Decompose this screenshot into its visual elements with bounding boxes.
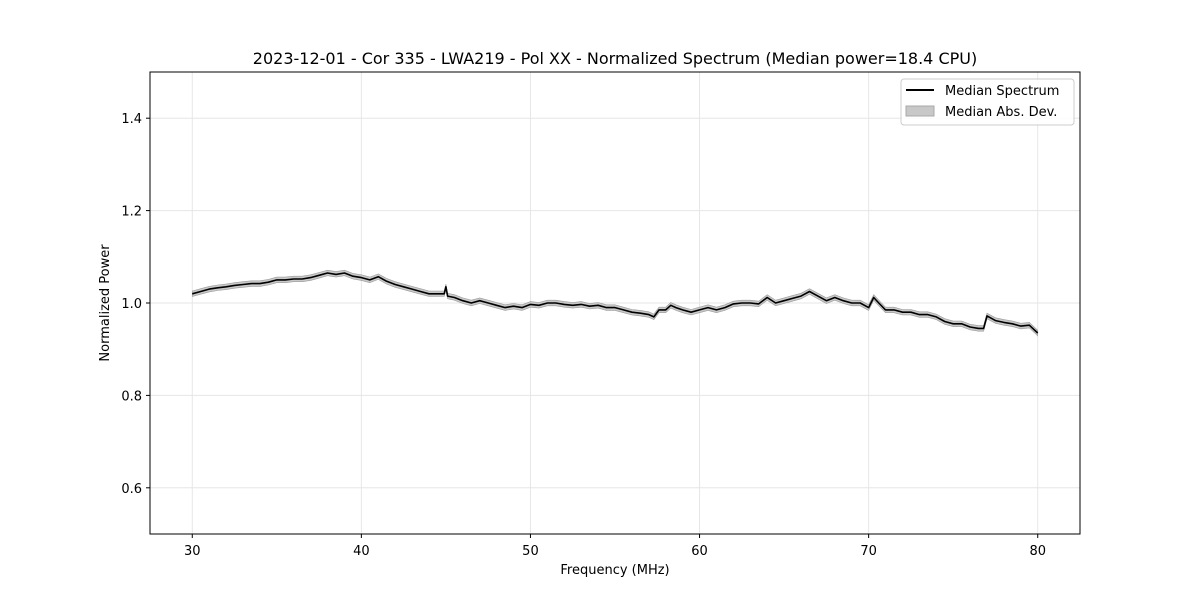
chart-title: 2023-12-01 - Cor 335 - LWA219 - Pol XX -… (253, 49, 977, 68)
y-tick-label: 0.6 (121, 482, 142, 497)
x-axis-ticks: 30 40 50 60 70 80 (184, 534, 1046, 559)
legend-box (900, 78, 1075, 126)
grid-layer (150, 72, 1080, 534)
y-axis-title: Normalized Power (98, 244, 113, 362)
legend-label-median-spectrum: Median Spectrum (945, 84, 1059, 99)
median-line-layer (192, 272, 1039, 334)
legend-band-swatch (905, 105, 935, 117)
legend: Median Spectrum Median Abs. Dev. (900, 78, 1075, 126)
y-tick-label: 1.2 (121, 205, 142, 220)
x-tick-label: 40 (353, 544, 370, 559)
x-tick-label: 60 (691, 544, 708, 559)
x-axis-title: Frequency (MHz) (560, 563, 669, 578)
legend-label-median-abs-dev: Median Abs. Dev. (945, 105, 1057, 120)
y-tick-label: 1.4 (121, 112, 142, 127)
y-axis-ticks: 0.6 0.8 1.0 1.2 1.4 (121, 112, 150, 497)
median-spectrum-line (192, 272, 1039, 334)
x-tick-label: 50 (522, 544, 539, 559)
y-tick-label: 1.0 (121, 297, 142, 312)
y-tick-label: 0.8 (121, 389, 142, 404)
x-tick-label: 30 (184, 544, 201, 559)
x-tick-label: 70 (860, 544, 877, 559)
x-tick-label: 80 (1029, 544, 1046, 559)
